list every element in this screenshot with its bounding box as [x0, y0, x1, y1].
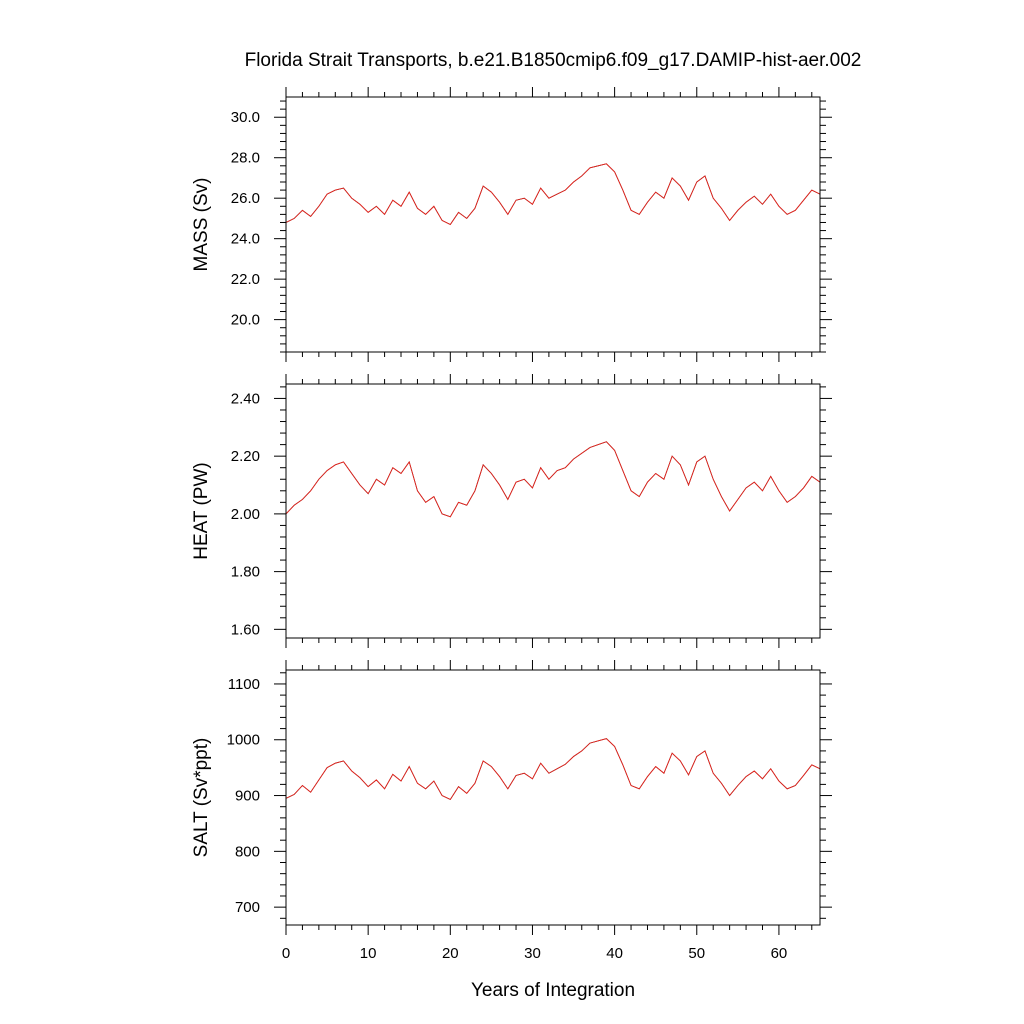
y-tick-label: 30.0 — [231, 109, 260, 126]
y-tick-label: 2.40 — [231, 390, 260, 407]
y-tick-label: 24.0 — [231, 231, 260, 248]
series-group — [286, 163, 820, 226]
salt-smoothed-line — [286, 738, 820, 801]
y-tick-label: 700 — [235, 899, 260, 916]
heat-panel: 1.60 1.80 2.00 2.20 2.40 HEAT (PW) — [191, 374, 832, 648]
y-tick-label: 1.80 — [231, 564, 260, 581]
y-tick-label: 2.20 — [231, 448, 260, 465]
heat-smoothed-line — [286, 441, 820, 518]
x-tick-label: 30 — [524, 945, 541, 962]
series-group — [286, 441, 820, 518]
y-tick-label: 800 — [235, 843, 260, 860]
y-tick-label: 900 — [235, 788, 260, 805]
y-tick-label: 1100 — [228, 676, 260, 693]
mass-smoothed-line — [286, 163, 820, 226]
mass-panel: 20.0 22.0 24.0 26.0 28.0 30.0 MASS (Sv) — [191, 87, 832, 362]
plot-frame — [285, 96, 821, 353]
heat-monthly-line — [286, 441, 820, 518]
y-tick-label: 2.00 — [231, 506, 260, 523]
y-tick-label: 20.0 — [231, 312, 260, 329]
chart-title: Florida Strait Transports, b.e21.B1850cm… — [245, 50, 862, 71]
y-tick-label: 28.0 — [231, 150, 260, 167]
x-tick-label: 50 — [688, 945, 705, 962]
x-tick-label: 20 — [442, 945, 459, 962]
y-tick-label: 26.0 — [231, 190, 260, 207]
x-tick-label: 60 — [771, 945, 788, 962]
y-tick-label: 1.60 — [231, 621, 260, 638]
salt-panel: 700 800 900 1000 1100 SALT (Sv*ppt) 0 10 20 30 40 5… — [191, 660, 832, 962]
x-tick-label: 0 — [282, 945, 290, 962]
x-axis-title: Years of Integration — [471, 980, 635, 1001]
plot-frame — [285, 669, 821, 926]
y-axis-title: HEAT (PW) — [191, 462, 212, 559]
series-group — [286, 738, 820, 801]
plot-frame — [285, 383, 821, 639]
y-tick-label: 1000 — [227, 732, 260, 749]
x-tick-label: 10 — [360, 945, 377, 962]
salt-monthly-line — [286, 738, 820, 800]
mass-monthly-line — [286, 163, 820, 226]
y-tick-label: 22.0 — [231, 271, 260, 288]
y-axis-title: MASS (Sv) — [191, 178, 212, 272]
y-axis-title: SALT (Sv*ppt) — [191, 738, 212, 858]
x-tick-label: 40 — [606, 945, 623, 962]
